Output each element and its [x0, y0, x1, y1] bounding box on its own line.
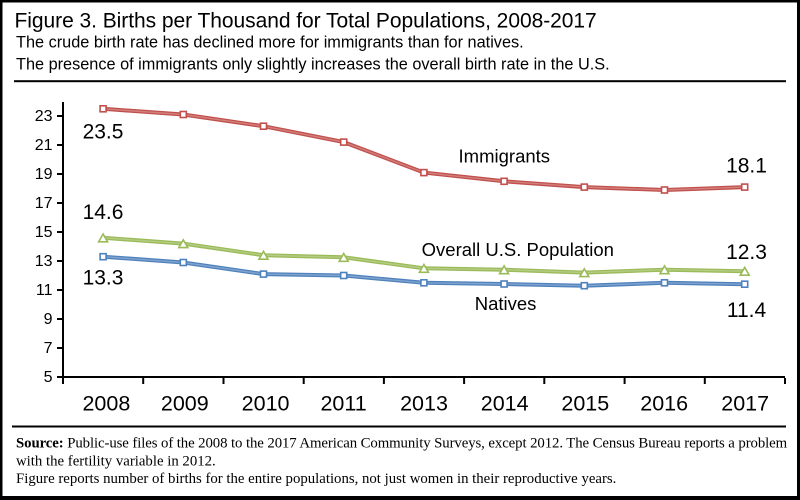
svg-text:2010: 2010 [242, 392, 290, 416]
svg-text:17: 17 [35, 195, 53, 212]
svg-text:Overall U.S. Population: Overall U.S. Population [422, 239, 614, 260]
svg-text:7: 7 [44, 340, 53, 357]
svg-text:Source: Public-use files of th: Source: Public-use files of the 2008 to … [16, 436, 788, 452]
svg-text:2009: 2009 [161, 392, 209, 416]
svg-text:18.1: 18.1 [726, 155, 767, 178]
svg-text:5: 5 [44, 369, 53, 386]
svg-text:2014: 2014 [481, 392, 529, 416]
svg-text:13: 13 [35, 253, 53, 270]
svg-text:23.5: 23.5 [83, 120, 124, 143]
svg-text:Natives: Natives [475, 293, 537, 314]
svg-text:Immigrants: Immigrants [459, 146, 551, 167]
svg-text:2017: 2017 [721, 392, 769, 416]
svg-text:2013: 2013 [400, 392, 448, 416]
svg-text:23: 23 [35, 108, 53, 125]
svg-text:2016: 2016 [640, 392, 688, 416]
svg-text:with the fertility variable in: with the fertility variable in 2012. [16, 454, 216, 470]
svg-text:13.3: 13.3 [83, 266, 124, 289]
svg-text:12.3: 12.3 [726, 241, 767, 264]
svg-text:19: 19 [35, 166, 53, 183]
svg-text:9: 9 [44, 311, 53, 328]
svg-text:11.4: 11.4 [727, 299, 767, 322]
svg-text:14.6: 14.6 [83, 201, 124, 224]
svg-text:2011: 2011 [320, 392, 366, 416]
svg-text:Figure reports number of birth: Figure reports number of births for the … [16, 471, 616, 487]
svg-text:2015: 2015 [561, 392, 609, 416]
svg-text:11: 11 [36, 282, 53, 299]
svg-text:21: 21 [35, 137, 53, 154]
svg-text:Figure 3. Births per Thousand: Figure 3. Births per Thousand for Total … [15, 9, 597, 32]
svg-text:15: 15 [35, 224, 53, 241]
svg-text:2008: 2008 [82, 392, 130, 416]
svg-text:The presence of immigrants onl: The presence of immigrants only slightly… [16, 56, 610, 74]
svg-text:The crude birth rate has decli: The crude birth rate has declined more f… [16, 34, 524, 52]
